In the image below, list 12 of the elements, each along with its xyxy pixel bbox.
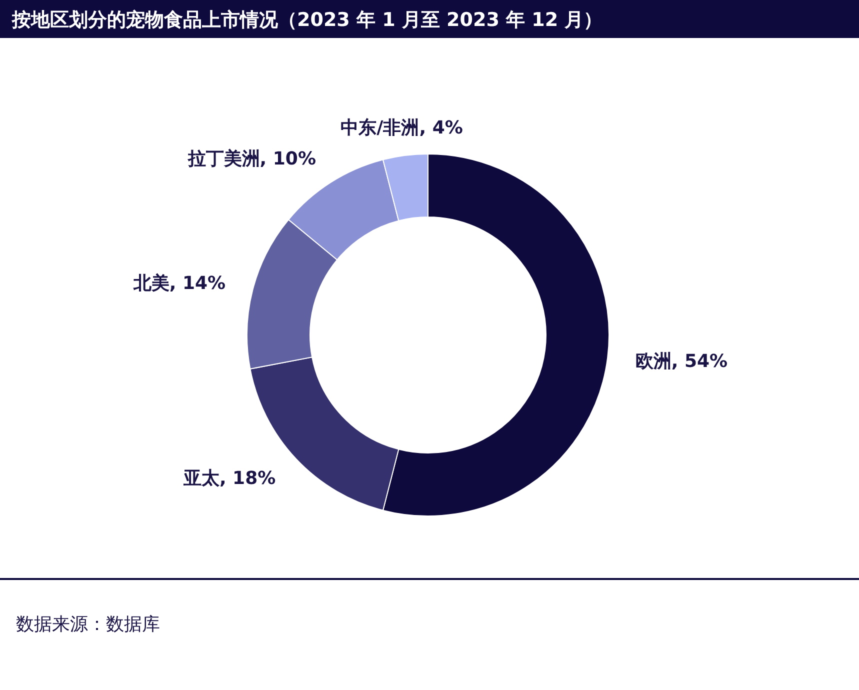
data-label: , 4% [419, 118, 463, 139]
chart-title: 按地区划分的宠物食品上市情况（2023 年 1 月至 2023 年 12 月） [11, 9, 603, 31]
data-label: , 18% [219, 468, 276, 490]
slice-label: 拉丁美洲 [186, 148, 260, 170]
slice-label: 亚太 [182, 468, 220, 490]
data-label: , 14% [169, 273, 226, 294]
data-label: , 10% [260, 148, 316, 170]
data-label: , 54% [671, 351, 728, 372]
source-note: 数据来源：数据库 [16, 614, 160, 635]
slice-label: 欧洲 [635, 351, 672, 372]
slice-label: 北美 [132, 273, 170, 294]
slice-label: 中东/非洲 [340, 118, 420, 139]
